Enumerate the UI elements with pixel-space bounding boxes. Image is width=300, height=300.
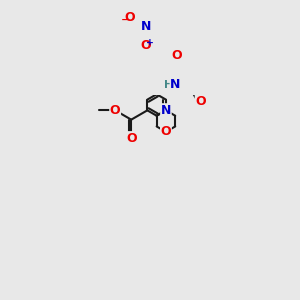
Text: N: N — [140, 20, 151, 33]
Text: H: H — [164, 80, 173, 90]
Text: O: O — [110, 104, 121, 117]
Text: O: O — [140, 39, 151, 52]
Text: N: N — [161, 104, 171, 117]
Text: O: O — [126, 132, 136, 145]
Text: O: O — [160, 125, 171, 138]
Text: O: O — [171, 49, 181, 62]
Text: +: + — [146, 38, 154, 47]
Text: O: O — [195, 94, 206, 108]
Text: O: O — [124, 11, 135, 24]
Text: N: N — [170, 79, 180, 92]
Text: −: − — [120, 15, 130, 25]
